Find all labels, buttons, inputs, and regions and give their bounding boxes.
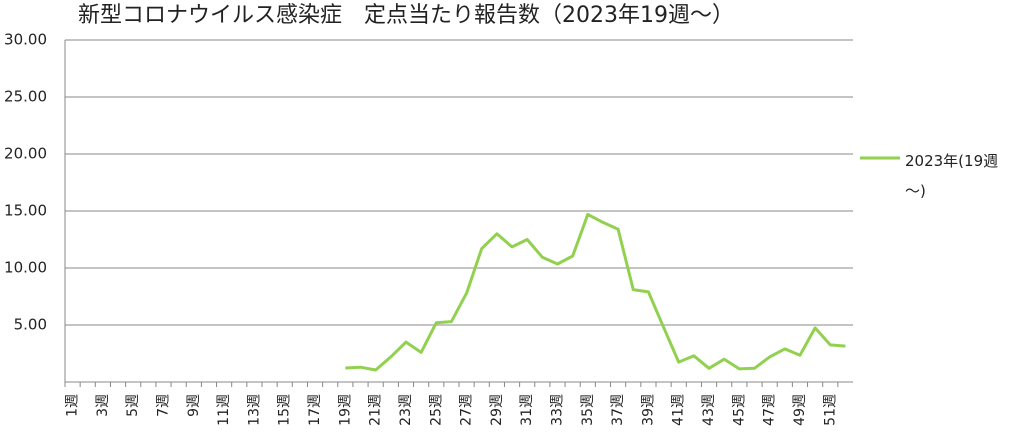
y-tick-label: 30.00	[4, 31, 47, 49]
x-tick-label: 23週	[398, 394, 414, 426]
y-tick-label: 20.00	[4, 145, 47, 163]
x-tick-label: 27週	[459, 394, 475, 426]
legend-label: 2023年(19週～)	[905, 152, 999, 200]
x-tick-label: 45週	[731, 394, 747, 426]
x-tick-label: 51週	[822, 394, 838, 426]
y-tick-label: 10.00	[4, 259, 47, 277]
x-tick-label: 7週	[156, 394, 172, 417]
x-tick-label: 29週	[489, 394, 505, 426]
x-tick-label: 21週	[368, 394, 384, 426]
x-tick-label: 9週	[186, 394, 202, 417]
x-tick-label: 5週	[125, 394, 141, 417]
data-line	[345, 212, 846, 372]
x-tick-label: 17週	[307, 394, 323, 426]
chart-title: 新型コロナウイルス感染症 定点当たり報告数（2023年19週～）	[78, 3, 734, 28]
y-tick-label: 25.00	[4, 88, 47, 106]
x-tick-label: 19週	[337, 394, 353, 426]
x-tick-label: 1週	[65, 394, 81, 417]
x-tick-label: 3週	[95, 394, 111, 417]
x-tick-label: 25週	[428, 394, 444, 426]
x-tick-label: 47週	[762, 394, 778, 426]
x-tick-label: 35週	[580, 394, 596, 426]
x-tick-label: 11週	[216, 394, 232, 426]
x-tick-label: 49週	[792, 394, 808, 426]
x-tick-label: 41週	[671, 394, 687, 426]
x-tick-label: 43週	[701, 394, 717, 426]
y-tick-label: 5.00	[14, 316, 47, 334]
x-tick-label: 39週	[640, 394, 656, 426]
x-tick-label: 31週	[519, 394, 535, 426]
y-tick-label: 15.00	[4, 202, 47, 220]
x-tick-label: 13週	[246, 394, 262, 426]
x-tick-label: 15週	[277, 394, 293, 426]
x-tick-label: 37週	[610, 394, 626, 426]
x-tick-label: 33週	[550, 394, 566, 426]
